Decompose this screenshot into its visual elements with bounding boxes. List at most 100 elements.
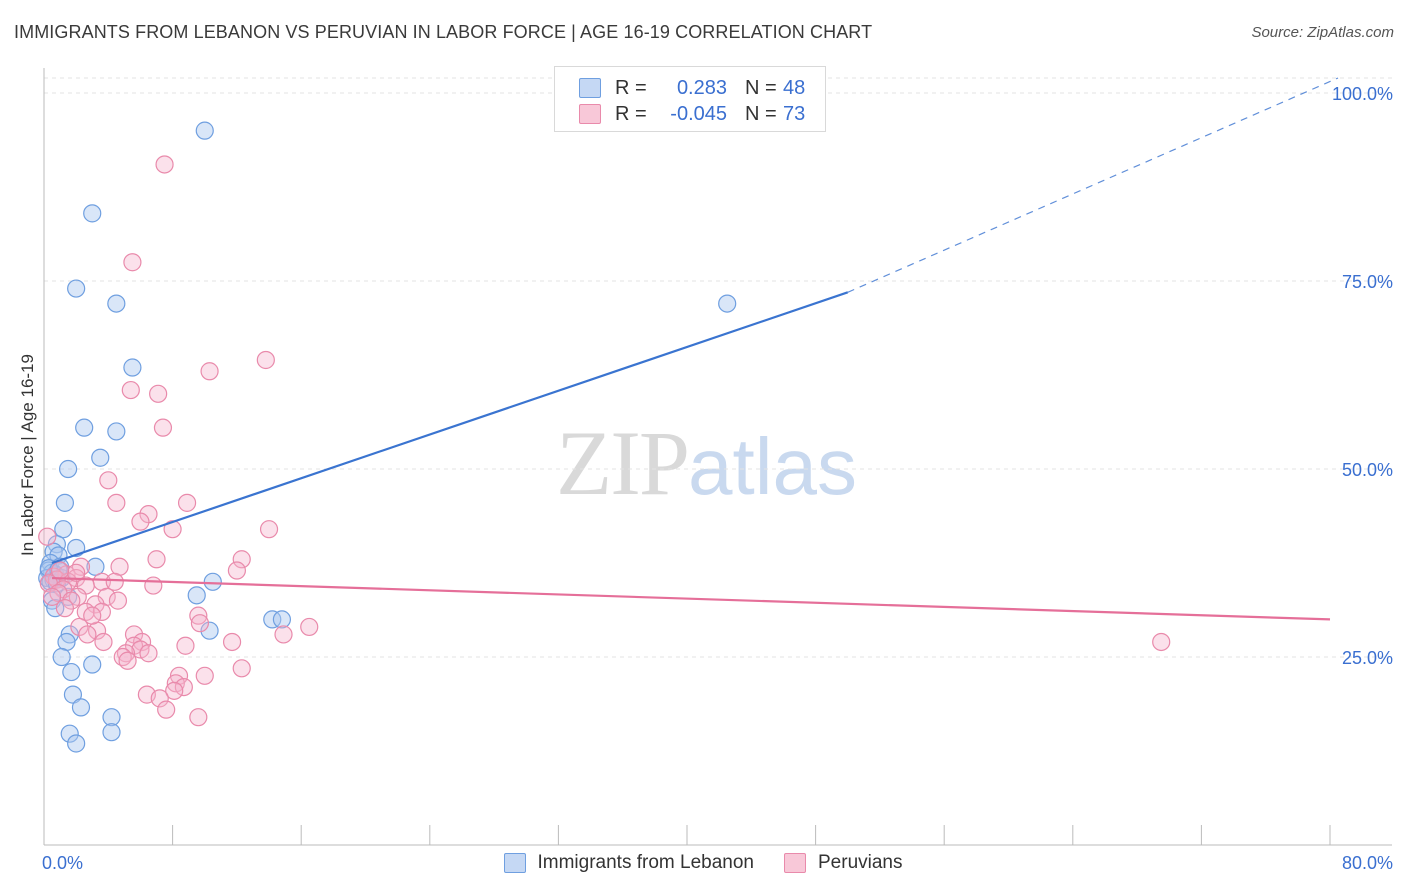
data-point-peruvian: [149, 384, 168, 403]
data-point-lebanon: [200, 621, 219, 640]
data-point-peruvian: [139, 644, 158, 663]
data-point-peruvian: [144, 576, 163, 595]
data-point-peruvian: [50, 561, 70, 580]
data-point-lebanon: [83, 204, 102, 223]
data-point-peruvian: [105, 572, 124, 591]
trend-extension-lebanon: [847, 77, 1339, 293]
data-point-peruvian: [155, 155, 174, 174]
data-point-peruvian: [163, 520, 182, 539]
data-point-peruvian: [189, 606, 208, 625]
data-point-lebanon: [86, 557, 105, 576]
legend-swatch-lebanon: [503, 853, 526, 873]
legend-r-label: R =: [615, 102, 647, 125]
y-tick-label: 75.0%: [1342, 272, 1393, 292]
data-point-lebanon: [60, 724, 79, 743]
legend-r-label: R =: [615, 76, 647, 99]
data-point-peruvian: [92, 602, 111, 621]
data-point-lebanon: [195, 121, 214, 140]
data-point-peruvian: [71, 557, 91, 576]
data-point-peruvian: [42, 587, 62, 606]
data-point-peruvian: [232, 659, 251, 678]
data-point-peruvian: [174, 677, 193, 697]
y-tick-label: 100.0%: [1332, 84, 1393, 104]
legend-row-peruvian: R = -0.045 N = 73: [579, 101, 805, 127]
data-point-lebanon: [57, 632, 76, 652]
data-point-peruvian: [222, 632, 242, 652]
data-point-lebanon: [52, 647, 71, 667]
legend-label-lebanon: Immigrants from Lebanon: [537, 852, 755, 873]
data-point-peruvian: [83, 606, 102, 625]
data-point-lebanon: [83, 655, 102, 674]
data-point-lebanon: [107, 422, 126, 441]
data-point-peruvian: [94, 632, 113, 652]
watermark-atlas: atlas: [688, 422, 857, 511]
data-point-peruvian: [55, 599, 74, 618]
data-point-peruvian: [118, 651, 137, 670]
y-axis-title: In Labor Force | Age 16-19: [18, 354, 37, 556]
data-point-peruvian: [227, 561, 246, 580]
data-point-lebanon: [187, 586, 206, 605]
data-point-peruvian: [189, 708, 208, 727]
data-point-peruvian: [176, 636, 195, 655]
legend-r-value: 0.283: [676, 76, 727, 99]
data-point-peruvian: [86, 595, 105, 614]
data-point-peruvian: [62, 591, 81, 610]
legend-n-value: 48: [783, 76, 806, 99]
trend-line-peruvian: [52, 576, 1331, 621]
data-point-lebanon: [71, 698, 91, 717]
legend-swatch-peruvian: [579, 104, 601, 124]
data-point-lebanon: [67, 734, 86, 753]
data-point-lebanon: [59, 459, 78, 479]
y-tick-label: 25.0%: [1342, 648, 1393, 668]
data-point-peruvian: [147, 550, 166, 569]
source-label: Source: ZipAtlas.com: [1251, 24, 1394, 41]
data-point-peruvian: [123, 253, 142, 272]
x-tick-label: 80.0%: [1342, 853, 1393, 873]
data-point-peruvian: [121, 380, 140, 400]
data-point-peruvian: [190, 614, 210, 633]
data-point-peruvian: [157, 700, 176, 719]
data-point-lebanon: [75, 418, 94, 437]
data-point-peruvian: [153, 418, 173, 437]
data-point-peruvian: [195, 666, 214, 685]
data-point-lebanon: [63, 685, 83, 704]
data-point-peruvian: [67, 563, 86, 582]
legend-swatch-lebanon: [579, 78, 601, 98]
data-point-lebanon: [91, 448, 110, 467]
legend-n-label: N =: [745, 76, 777, 99]
data-point-lebanon: [102, 708, 121, 727]
data-point-lebanon: [102, 723, 121, 742]
legend-item-lebanon: Immigrants from Lebanon: [503, 852, 755, 874]
data-point-peruvian: [259, 520, 279, 539]
legend-swatch-peruvian: [784, 853, 806, 873]
legend-row-lebanon: R = 0.283 N = 48: [579, 75, 805, 101]
data-point-lebanon: [718, 294, 737, 313]
y-tick-label: 50.0%: [1342, 460, 1393, 480]
data-point-lebanon: [67, 279, 86, 298]
stats-legend: R = 0.283 N = 48 R = -0.045 N = 73: [554, 66, 826, 132]
trend-line-lebanon: [51, 291, 849, 565]
data-point-lebanon: [46, 599, 65, 618]
legend-label-peruvian: Peruvians: [818, 852, 903, 873]
data-point-peruvian: [99, 471, 118, 490]
chart-title: IMMIGRANTS FROM LEBANON VS PERUVIAN IN L…: [14, 22, 873, 42]
data-point-lebanon: [107, 294, 126, 313]
data-point-lebanon: [123, 358, 142, 377]
series-legend: Immigrants from Lebanon Peruvians: [0, 852, 1406, 874]
legend-n-value: 73: [783, 102, 806, 125]
data-point-peruvian: [177, 493, 197, 512]
legend-item-peruvian: Peruvians: [784, 852, 903, 874]
watermark-zip: ZIP: [556, 412, 690, 514]
data-point-lebanon: [272, 610, 292, 629]
data-point-peruvian: [165, 681, 184, 700]
legend-r-value: -0.045: [670, 102, 727, 125]
legend-n-label: N =: [745, 102, 777, 125]
data-point-peruvian: [108, 591, 128, 610]
data-point-peruvian: [38, 527, 57, 546]
data-point-peruvian: [274, 625, 293, 644]
data-point-peruvian: [232, 550, 251, 569]
data-point-peruvian: [200, 362, 219, 381]
data-point-lebanon: [203, 572, 222, 591]
data-point-lebanon: [62, 662, 81, 682]
